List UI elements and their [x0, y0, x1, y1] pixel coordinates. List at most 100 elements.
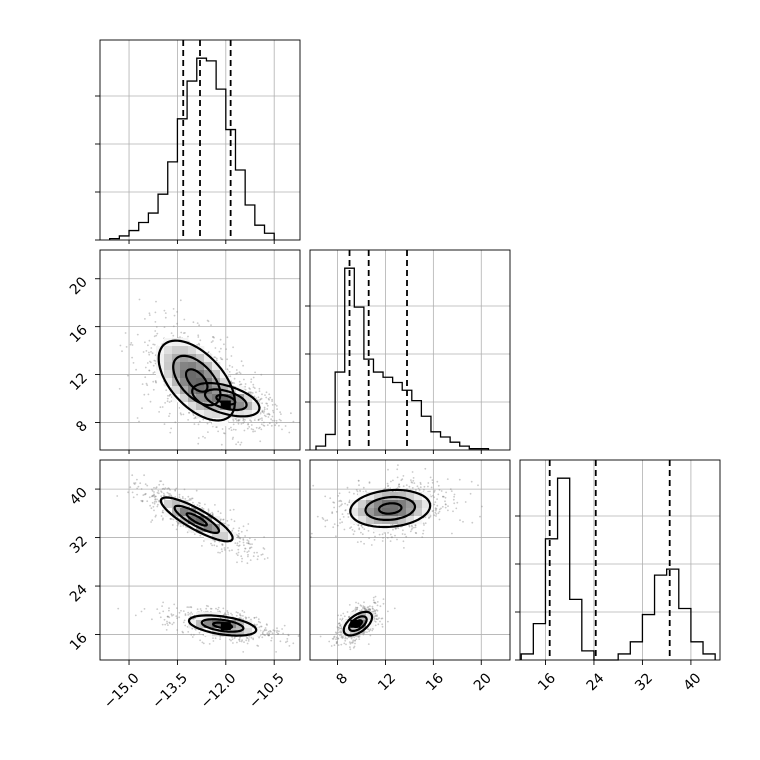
- sample-point: [434, 508, 437, 511]
- sample-point: [331, 512, 334, 515]
- sample-point: [391, 536, 394, 539]
- sample-point: [246, 542, 248, 544]
- sample-point: [422, 532, 424, 535]
- density-cell: [196, 620, 205, 629]
- sample-point: [153, 502, 156, 505]
- sample-point: [346, 504, 349, 506]
- sample-point: [239, 372, 242, 375]
- sample-point: [352, 533, 355, 536]
- sample-point: [236, 534, 239, 537]
- sample-point: [340, 636, 343, 639]
- sample-point: [161, 488, 164, 490]
- sample-point: [164, 312, 167, 314]
- sample-point: [230, 518, 233, 521]
- sample-point: [216, 608, 219, 611]
- sample-point: [158, 499, 161, 502]
- sample-point: [353, 492, 355, 495]
- contour-level-2: [191, 382, 261, 418]
- sample-point: [271, 404, 274, 406]
- sample-point: [462, 520, 464, 523]
- sample-point: [197, 458, 199, 460]
- sample-point: [365, 609, 367, 611]
- sample-point: [390, 480, 392, 483]
- sample-point: [393, 607, 396, 610]
- sample-point: [339, 618, 342, 620]
- sample-point: [220, 347, 222, 350]
- sample-point: [387, 620, 389, 623]
- sample-point: [288, 489, 290, 491]
- sample-point: [158, 411, 161, 413]
- sample-point: [249, 559, 252, 561]
- sample-point: [197, 336, 200, 338]
- x-tick-label: −10.5: [246, 670, 288, 712]
- density-cell: [252, 402, 261, 411]
- sample-point: [262, 630, 265, 633]
- density-cell: [180, 362, 189, 371]
- sample-point: [369, 629, 371, 631]
- sample-point: [348, 501, 350, 504]
- sample-point: [360, 524, 363, 527]
- sample-point: [424, 516, 427, 519]
- sample-point: [233, 377, 236, 380]
- density-peak: [350, 619, 361, 628]
- sample-point: [250, 391, 253, 394]
- sample-point: [284, 425, 287, 427]
- sample-point: [131, 491, 134, 494]
- sample-point: [209, 607, 212, 610]
- sample-point: [162, 494, 165, 497]
- sample-point: [342, 612, 345, 615]
- density-cell: [414, 492, 423, 501]
- sample-point: [459, 519, 461, 522]
- sample-point: [337, 626, 340, 629]
- y-tick-label: 16: [67, 322, 91, 346]
- sample-point: [177, 523, 180, 525]
- sample-point: [212, 336, 215, 338]
- sample-point: [342, 636, 345, 638]
- density-cell: [172, 346, 181, 355]
- sample-point: [392, 479, 394, 482]
- sample-point: [380, 617, 383, 620]
- sample-point: [153, 496, 156, 498]
- density-cell: [228, 402, 237, 411]
- sample-point: [397, 464, 399, 466]
- sample-point: [356, 606, 359, 609]
- sample-point: [411, 487, 414, 489]
- sample-point: [234, 542, 237, 544]
- sample-point: [223, 547, 226, 549]
- sample-point: [470, 480, 473, 483]
- sample-point: [447, 505, 449, 507]
- sample-point: [260, 625, 263, 628]
- sample-point: [253, 419, 256, 421]
- sample-point: [265, 623, 268, 626]
- sample-point: [479, 515, 481, 518]
- sample-point: [172, 518, 175, 521]
- sample-point: [172, 308, 175, 310]
- sample-point: [182, 610, 185, 612]
- sample-point: [142, 351, 145, 353]
- sample-point: [241, 560, 243, 563]
- sample-point: [236, 536, 239, 539]
- sample-point: [341, 617, 344, 620]
- sample-point: [169, 431, 172, 434]
- sample-point: [357, 524, 360, 527]
- sample-point: [374, 620, 377, 623]
- sample-point: [219, 512, 222, 515]
- sample-point: [238, 384, 241, 386]
- density-cell: [366, 516, 375, 525]
- sample-point: [132, 496, 135, 499]
- sample-point: [356, 490, 359, 493]
- sample-point: [141, 500, 144, 502]
- sample-point: [219, 638, 222, 640]
- sample-point: [244, 383, 247, 385]
- density-cell: [164, 362, 173, 371]
- sample-point: [344, 637, 347, 640]
- sample-point: [157, 503, 159, 506]
- sample-point: [414, 531, 417, 534]
- density-cell: [212, 362, 221, 371]
- sample-point: [188, 411, 191, 414]
- sample-point: [352, 639, 355, 642]
- sample-point: [367, 608, 370, 610]
- sample-point: [188, 411, 190, 414]
- sample-point: [144, 341, 146, 344]
- sample-point: [214, 356, 217, 359]
